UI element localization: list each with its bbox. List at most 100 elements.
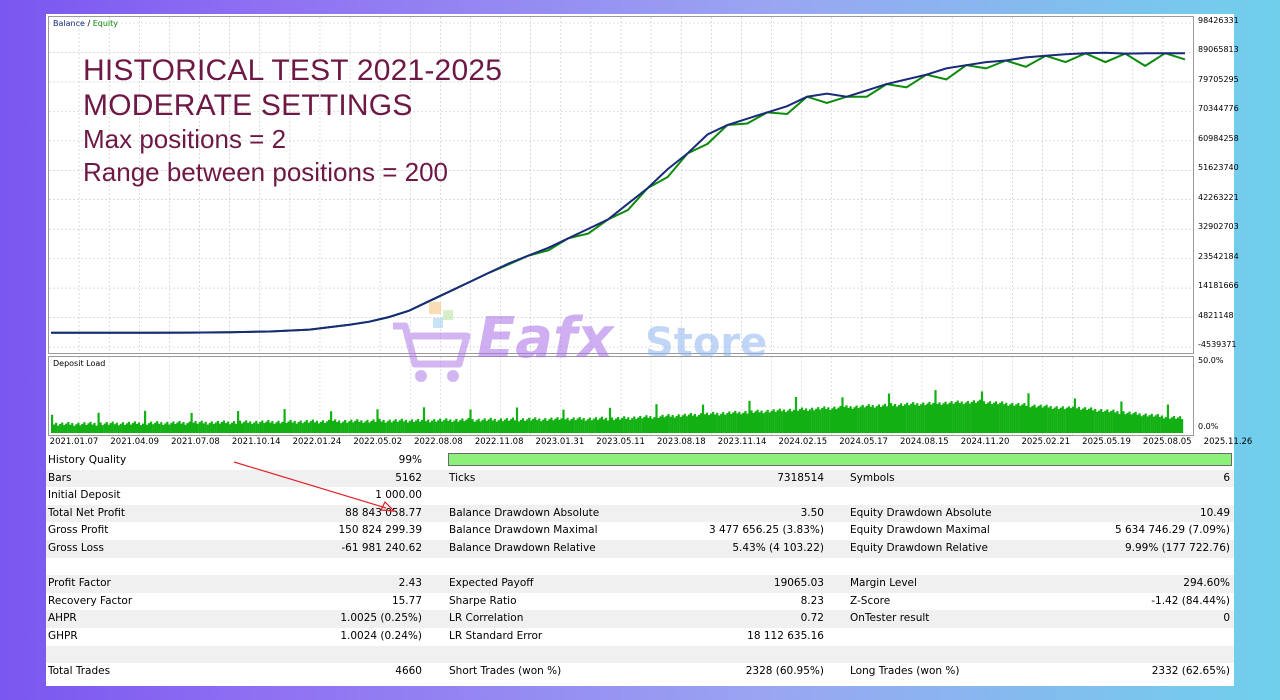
deposit-load-bar (220, 422, 223, 433)
deposit-load-bar (578, 417, 581, 433)
deposit-load-bar (659, 416, 662, 433)
legend-equity: Equity (92, 19, 118, 28)
x-tick-label: 2022.05.02 (353, 437, 403, 447)
stat-label: Margin Level (850, 577, 917, 590)
deposit-load-bar (677, 414, 680, 433)
deposit-load-bar (586, 419, 589, 433)
deposit-load-bar (1017, 403, 1020, 433)
deposit-load-bar (604, 417, 608, 433)
deposit-load-bar (570, 419, 573, 433)
deposit-load-bar (993, 402, 996, 433)
deposit-load-bar (1160, 415, 1163, 433)
deposit-load-bar (532, 418, 535, 433)
deposit-load-bar (388, 419, 391, 433)
deposit-load-bar (1027, 393, 1030, 433)
x-tick-label: 2023.05.11 (596, 437, 645, 447)
deposit-load-bar (200, 420, 203, 433)
deposit-load-bar (528, 417, 531, 433)
stat-value: 18 112 635.16 (747, 630, 824, 642)
deposit-load-bar (212, 424, 215, 433)
stat-label: Short Trades (won %) (449, 665, 562, 678)
stat-label: Sharpe Ratio (449, 594, 517, 607)
deposit-load-bar (643, 416, 646, 433)
deposit-load-bar (760, 410, 763, 433)
deposit-load-bar (774, 411, 777, 433)
deposit-load-bar (261, 420, 264, 433)
deposit-load-bar (1150, 413, 1153, 433)
deposit-load-bar (139, 425, 143, 433)
deposit-load-bar (738, 411, 741, 433)
deposit-load-bar (675, 416, 678, 433)
stat-label: Profit Factor (48, 577, 111, 590)
deposit-load-bar (776, 410, 779, 433)
deposit-load-bar (815, 408, 818, 433)
stats-table: History Quality 99% Bars 5162 Ticks 7318514… (46, 452, 1234, 684)
deposit-load-bar (505, 418, 508, 433)
deposit-load-bar (1126, 412, 1129, 433)
deposit-load-bar (338, 420, 341, 433)
deposit-load-bar (683, 413, 686, 433)
deposit-load-bar (1172, 416, 1176, 433)
deposit-load-bar (437, 420, 440, 433)
deposit-load-bar (594, 417, 597, 433)
deposit-load-bar (617, 417, 620, 433)
y-tick-label: 51623740 (1198, 163, 1239, 173)
deposit-load-bar (1021, 404, 1024, 433)
deposit-load-bar (453, 420, 456, 433)
deposit-load-bar (732, 412, 735, 433)
deposit-load-bar (782, 409, 785, 433)
deposit-load-bar (928, 401, 931, 433)
deposit-load-bar (538, 418, 541, 433)
deposit-load-bar (542, 419, 545, 433)
stat-label: Total Trades (48, 665, 111, 678)
deposit-load-bar (1057, 409, 1060, 433)
deposit-load-bar (807, 411, 810, 433)
deposit-load-bar (493, 418, 496, 433)
deposit-load-bar (922, 402, 925, 433)
deposit-load-bar (708, 415, 711, 433)
deposit-load-bar (827, 407, 830, 433)
deposit-load-bar (778, 408, 781, 433)
deposit-load-bar (406, 422, 409, 433)
deposit-load-bar (758, 412, 761, 433)
deposit-load-bar (540, 421, 543, 433)
deposit-load-bar (813, 410, 816, 433)
deposit-load-bar (768, 412, 771, 433)
deposit-load-bar (427, 419, 430, 433)
deposit-load-bar (400, 418, 403, 433)
stat-label: Z-Score (850, 594, 891, 607)
deposit-load-bar (869, 406, 872, 433)
deposit-load-bar (146, 424, 149, 433)
deposit-load-bar (663, 417, 666, 433)
x-tick-label: 2022.11.08 (474, 437, 524, 447)
deposit-load-bar (999, 402, 1002, 433)
stats-row: Initial Deposit 1 000.00 (46, 487, 1234, 505)
deposit-load-bar (1120, 401, 1123, 433)
x-tick-label: 2021.10.14 (231, 437, 281, 447)
deposit-load-bar (196, 423, 199, 433)
deposit-load-bar (1176, 417, 1180, 433)
deposit-load-bar (1077, 406, 1081, 433)
deposit-load-bar (734, 410, 737, 433)
deposit-load-bar (877, 404, 880, 433)
deposit-load-bar (85, 424, 88, 433)
deposit-load-bar (558, 419, 561, 433)
deposit-load-bar (610, 417, 614, 433)
deposit-load-bar (1132, 413, 1135, 433)
deposit-load-bar (934, 390, 937, 433)
deposit-load-bar (368, 422, 371, 433)
deposit-load-bar (83, 422, 86, 433)
deposit-load-bar (665, 415, 668, 433)
deposit-load-bar (829, 409, 832, 433)
x-tick-label: 2022.01.24 (292, 437, 342, 447)
deposit-load-bar (216, 420, 219, 433)
deposit-load-bar (115, 422, 118, 433)
deposit-load-bar (1142, 414, 1145, 433)
overlay-subtitle: MODERATE SETTINGS (83, 89, 413, 122)
deposit-load-bar (701, 404, 705, 433)
deposit-load-bar (1096, 411, 1099, 433)
stat-value: 8.23 (800, 594, 824, 607)
stat-value: 150 824 299.39 (338, 524, 423, 537)
deposit-load-bar (156, 421, 159, 433)
deposit-load-bar (198, 422, 201, 433)
